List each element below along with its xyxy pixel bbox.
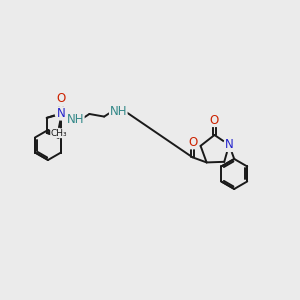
Text: O: O: [57, 92, 66, 106]
Text: NH: NH: [67, 112, 84, 126]
Text: N: N: [57, 107, 65, 120]
Text: CH₃: CH₃: [51, 129, 67, 138]
Text: O: O: [188, 136, 197, 149]
Text: NH: NH: [110, 105, 127, 118]
Text: N: N: [225, 138, 233, 152]
Text: O: O: [210, 113, 219, 127]
